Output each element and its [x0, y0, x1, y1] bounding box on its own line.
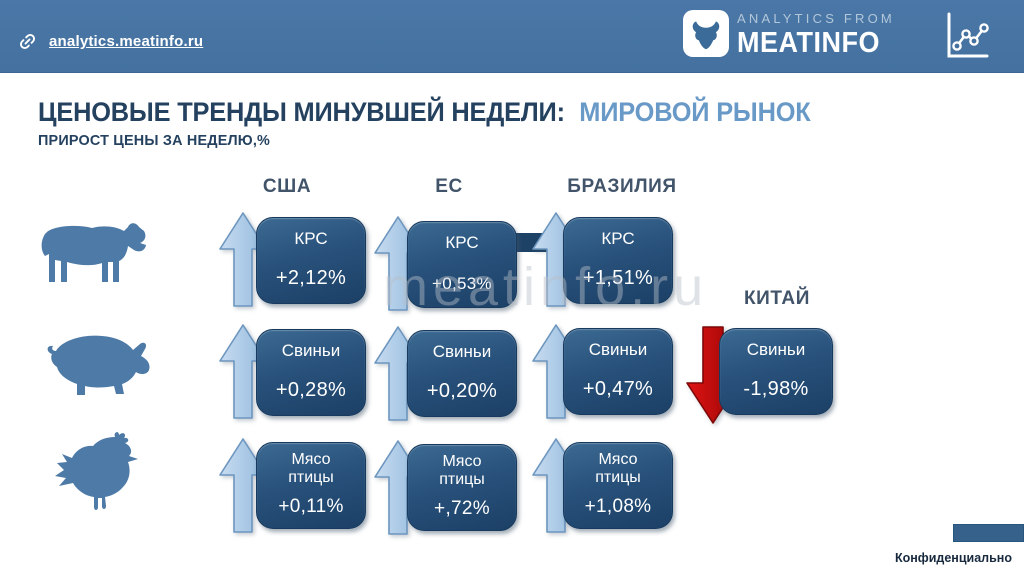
meatinfo-logo-box	[683, 10, 729, 57]
card-value: +0,20%	[426, 380, 498, 402]
card-product-label: Мясо птицы	[288, 451, 334, 486]
line-chart-icon	[947, 12, 989, 58]
pig-icon	[42, 330, 157, 400]
card-value: +1,51%	[582, 267, 654, 289]
bull-icon	[688, 16, 724, 52]
footer-accent-bar	[953, 524, 1024, 542]
card-pork-usa: Свиньи +0,28%	[256, 329, 366, 416]
card-krs-usa: КРС +2,12%	[256, 217, 366, 304]
page-title-main: ЦЕНОВЫЕ ТРЕНДЫ МИНУВШЕЙ НЕДЕЛИ:	[38, 97, 565, 127]
column-header-brazil: БРАЗИЛИЯ	[567, 176, 677, 197]
top-header-bar: analytics.meatinfo.ru ANALYTICS FROM MEA…	[0, 0, 1024, 73]
card-product-label: Свиньи	[588, 340, 648, 359]
card-value: +,72%	[434, 498, 490, 519]
card-value: +0,11%	[278, 496, 344, 517]
card-pork-china: Свиньи -1,98%	[719, 328, 833, 415]
card-pork-brazil: Свиньи +0,47%	[563, 328, 673, 415]
site-link-group: analytics.meatinfo.ru	[16, 30, 203, 53]
link-chain-icon	[20, 34, 35, 49]
column-header-eu: ЕС	[435, 176, 463, 197]
card-value: +0,53%	[432, 274, 492, 293]
cow-icon	[36, 220, 156, 292]
site-link[interactable]: analytics.meatinfo.ru	[49, 33, 204, 50]
card-product-label: Мясо птицы	[439, 453, 485, 488]
card-product-label: Свиньи	[746, 340, 806, 359]
card-krs-brazil: КРС +1,51%	[563, 217, 673, 304]
card-poultry-eu: Мясо птицы +,72%	[407, 444, 517, 531]
hen-icon	[52, 430, 147, 518]
card-value: +2,12%	[275, 267, 347, 289]
card-product-label: КРС	[445, 233, 479, 252]
card-poultry-usa: Мясо птицы +0,11%	[256, 442, 366, 529]
card-product-label: Мясо птицы	[595, 451, 641, 486]
page-title-accent: МИРОВОЙ РЫНОК	[579, 97, 811, 127]
page-subtitle: ПРИРОСТ ЦЕНЫ ЗА НЕДЕЛЮ,%	[38, 132, 271, 149]
card-product-label: Свиньи	[281, 341, 341, 360]
card-product-label: Свиньи	[432, 342, 492, 361]
card-krs-eu: КРС +0,53%	[407, 221, 517, 308]
confidential-label: Конфиденциально	[894, 551, 1012, 565]
column-header-china: КИТАЙ	[743, 288, 811, 309]
column-header-usa: США	[262, 176, 312, 197]
logo-brand-name: MEATINFO	[737, 27, 880, 59]
card-value: +0,28%	[275, 379, 347, 401]
card-product-label: КРС	[294, 229, 328, 248]
card-value: +0,47%	[582, 378, 654, 400]
card-pork-eu: Свиньи +0,20%	[407, 330, 517, 417]
card-value: -1,98%	[743, 378, 809, 400]
logo-top-line: ANALYTICS FROM	[737, 11, 895, 26]
page-title: ЦЕНОВЫЕ ТРЕНДЫ МИНУВШЕЙ НЕДЕЛИ: МИРОВОЙ …	[38, 97, 811, 128]
card-value: +1,08%	[584, 496, 652, 517]
card-poultry-brazil: Мясо птицы +1,08%	[563, 442, 673, 529]
logo-text: ANALYTICS FROM MEATINFO	[737, 11, 895, 59]
card-product-label: КРС	[601, 229, 635, 248]
